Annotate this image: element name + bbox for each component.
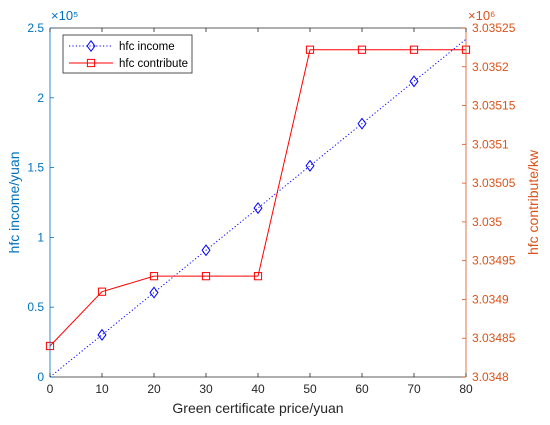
data-point-hfc-income <box>409 75 419 88</box>
right-y-tick-label: 3.0348 <box>472 370 509 384</box>
x-tick-label: 40 <box>251 382 265 396</box>
x-tick-label: 20 <box>147 382 161 396</box>
x-tick-label: 60 <box>355 382 369 396</box>
axes-layer: 0 10 20 30 40 50 60 70 80 0 0.5 1 1.5 2 2.5 3.0348 3.034… <box>27 21 515 396</box>
left-y-tick-label: 0 <box>37 370 44 384</box>
left-y-tick-label: 0.5 <box>27 300 44 314</box>
legend-box <box>62 34 193 74</box>
x-tick-label: 80 <box>459 382 473 396</box>
right-y-tick-label: 3.0351 <box>472 137 509 151</box>
left-y-tick-label: 1.5 <box>27 161 44 175</box>
right-y-tick-label: 3.0352 <box>472 60 509 74</box>
left-y-tick-label: 1 <box>37 230 44 244</box>
x-axis-title: Green certificate price/yuan <box>172 400 343 416</box>
right-y-tick-label: 3.03495 <box>472 254 516 268</box>
data-point-hfc-income <box>305 159 315 172</box>
x-tick-label: 30 <box>199 382 213 396</box>
series-line-hfc-contribute <box>49 49 466 347</box>
right-y-tick-label: 3.03525 <box>472 21 516 35</box>
right-y-tick-label: 3.03505 <box>472 176 516 190</box>
x-tick-label: 70 <box>407 382 421 396</box>
legend: hfc income hfc contribute <box>62 34 193 74</box>
right-y-tick-label: 3.03485 <box>472 331 516 345</box>
data-point-hfc-contribute <box>201 272 211 281</box>
data-point-hfc-contribute <box>149 272 159 281</box>
left-y-axis-exponent: ×10⁵ <box>51 8 78 23</box>
data-point-hfc-income <box>357 117 367 130</box>
legend-marker-hfc-income <box>86 39 96 53</box>
x-tick-label: 0 <box>47 382 54 396</box>
left-y-tick-label: 2 <box>37 91 44 105</box>
data-point-hfc-income <box>201 244 211 257</box>
right-y-tick-label: 3.035 <box>472 215 502 229</box>
legend-marker-hfc-contribute <box>86 58 96 68</box>
right-y-axis-exponent: ×10⁶ <box>468 8 495 23</box>
left-y-tick-label: 2.5 <box>27 21 44 35</box>
data-point-hfc-income <box>149 286 159 299</box>
x-tick-label: 50 <box>303 382 317 396</box>
x-tick-label: 10 <box>95 382 109 396</box>
data-point-hfc-contribute <box>305 45 315 54</box>
data-point-hfc-income <box>97 328 107 341</box>
data-point-hfc-contribute <box>357 45 367 54</box>
right-y-tick-label: 3.0349 <box>472 292 509 306</box>
right-y-axis-title: hfc contribute/kw <box>525 149 541 255</box>
legend-label-hfc-income: hfc income <box>119 41 175 53</box>
data-point-hfc-contribute <box>253 272 263 281</box>
data-point-hfc-contribute <box>409 45 419 54</box>
right-y-tick-label: 3.03515 <box>472 99 516 113</box>
legend-label-hfc-contribute: hfc contribute <box>119 58 188 70</box>
left-y-axis-title: hfc income/yuan <box>6 152 22 254</box>
series-line-hfc-income <box>49 38 467 378</box>
data-point-hfc-contribute <box>97 287 107 296</box>
data-point-hfc-income <box>253 202 263 215</box>
